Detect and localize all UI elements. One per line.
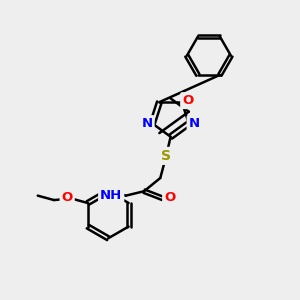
- Text: N: N: [189, 117, 200, 130]
- Text: O: O: [182, 94, 194, 107]
- Text: N: N: [142, 117, 153, 130]
- Text: S: S: [161, 149, 171, 163]
- Text: O: O: [61, 190, 73, 204]
- Text: NH: NH: [100, 189, 122, 202]
- Text: O: O: [164, 190, 176, 204]
